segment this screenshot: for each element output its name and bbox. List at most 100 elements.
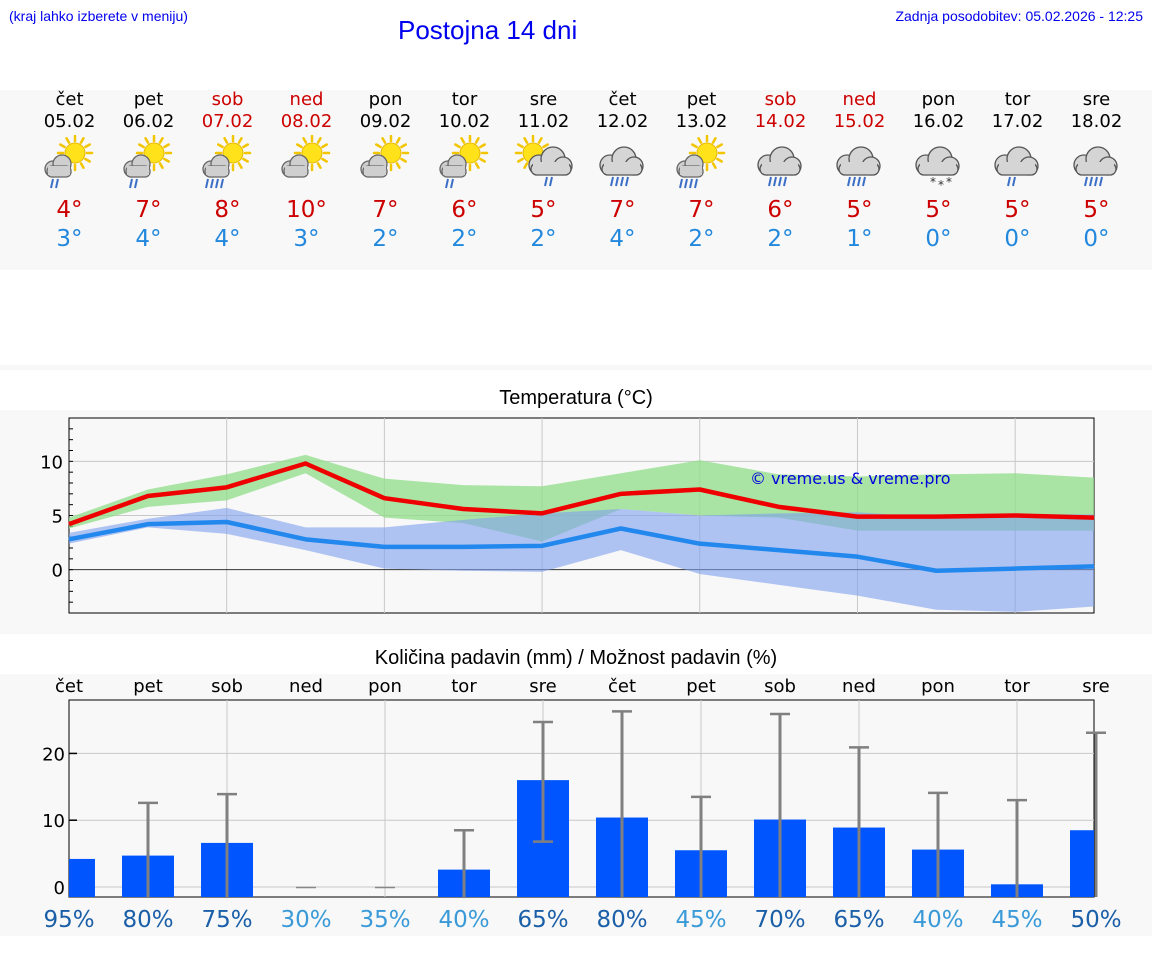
day-label: čet bbox=[608, 676, 636, 697]
day-header: pon 16.02 bbox=[899, 89, 978, 133]
watermark: © vreme.us & vreme.pro bbox=[750, 469, 951, 488]
day-header: čet 05.02 bbox=[30, 89, 109, 133]
day-name: tor bbox=[1004, 89, 1031, 110]
day-header: sre 11.02 bbox=[504, 89, 583, 133]
day-name: pet bbox=[686, 89, 717, 110]
precip-probability: 65% bbox=[517, 907, 568, 933]
svg-text:*: * bbox=[930, 175, 936, 189]
forecast-strip bbox=[0, 90, 1152, 270]
min-point bbox=[699, 543, 701, 545]
location-hint[interactable]: (kraj lahko izberete v meniju) bbox=[9, 8, 188, 24]
max-point bbox=[305, 463, 307, 464]
min-temperature: 2° bbox=[372, 226, 399, 252]
min-point bbox=[541, 545, 543, 547]
min-temperature: 3° bbox=[56, 226, 83, 252]
day-label: pon bbox=[921, 676, 955, 697]
day-label: ned bbox=[289, 676, 323, 697]
sun-cloud-icon bbox=[355, 134, 415, 195]
day-name: sre bbox=[1082, 89, 1111, 110]
max-temperature: 5° bbox=[530, 197, 557, 223]
max-temperature: 4° bbox=[56, 197, 83, 223]
day-label: sre bbox=[529, 676, 556, 697]
day-name: ned bbox=[842, 89, 877, 110]
day-label: pet bbox=[133, 676, 163, 697]
min-range-band bbox=[69, 507, 1094, 612]
precip-probability: 95% bbox=[43, 907, 94, 933]
day-label: pet bbox=[686, 676, 716, 697]
day-name: tor bbox=[451, 89, 478, 110]
y-tick-label: 10 bbox=[40, 452, 63, 473]
min-temperature: 0° bbox=[1004, 226, 1031, 252]
day-header: tor 17.02 bbox=[978, 89, 1057, 133]
day-header: čet 12.02 bbox=[583, 89, 662, 133]
day-date: 11.02 bbox=[517, 111, 570, 132]
day-header: ned 08.02 bbox=[267, 89, 346, 133]
min-point bbox=[147, 523, 149, 525]
day-header: ned 15.02 bbox=[820, 89, 899, 133]
y-tick-label: 0 bbox=[54, 878, 65, 899]
max-point bbox=[462, 508, 464, 510]
day-header: pet 13.02 bbox=[662, 89, 741, 133]
max-temperature: 5° bbox=[925, 197, 952, 223]
day-date: 14.02 bbox=[754, 111, 807, 132]
day-header: sre 18.02 bbox=[1057, 89, 1136, 133]
min-point bbox=[462, 546, 464, 548]
min-temperature: 4° bbox=[135, 226, 162, 252]
precipitation-chart: čet pet sob ned pon tor sre čet pet sob ned pon tor s… bbox=[42, 676, 1121, 933]
min-temperature-line bbox=[68, 519, 1095, 573]
min-temperature: 4° bbox=[214, 226, 241, 252]
min-point bbox=[620, 528, 622, 529]
sun-cloud-icon bbox=[276, 134, 336, 195]
min-point bbox=[778, 549, 780, 551]
min-temperature: 2° bbox=[451, 226, 478, 252]
svg-text:*: * bbox=[946, 175, 952, 189]
max-point bbox=[68, 523, 70, 525]
precip-probability: 45% bbox=[675, 907, 726, 933]
day-label: sob bbox=[211, 676, 243, 697]
day-date: 08.02 bbox=[280, 111, 333, 132]
max-temperature-line bbox=[68, 461, 1095, 527]
min-point bbox=[383, 546, 385, 548]
last-updated: Zadnja posodobitev: 05.02.2026 - 12:25 bbox=[895, 8, 1143, 24]
max-point bbox=[1093, 517, 1095, 519]
sun-cloud-rain-icon bbox=[39, 134, 99, 195]
temperature-chart-title: Temperatura (°C) bbox=[499, 387, 653, 409]
sun-cloud-heavy-rain-icon bbox=[671, 134, 731, 195]
max-temperature: 7° bbox=[372, 197, 399, 223]
precip-bar bbox=[69, 858, 95, 897]
y-tick-label: 20 bbox=[42, 744, 65, 765]
min-temperature: 4° bbox=[609, 226, 636, 252]
min-point bbox=[68, 538, 70, 540]
cloud-rain-icon bbox=[987, 135, 1047, 195]
max-temperature: 6° bbox=[451, 197, 478, 223]
min-temperature: 3° bbox=[293, 226, 320, 252]
max-temperature: 7° bbox=[688, 197, 715, 223]
day-name: pon bbox=[368, 89, 403, 110]
day-header: pet 06.02 bbox=[109, 89, 188, 133]
min-temperature: 0° bbox=[1083, 226, 1110, 252]
max-temperature: 7° bbox=[609, 197, 636, 223]
day-name: sob bbox=[211, 89, 244, 110]
svg-text:*: * bbox=[938, 178, 944, 192]
day-name: čet bbox=[55, 89, 84, 110]
sun-cloud-shower-icon bbox=[513, 134, 573, 195]
day-label: pon bbox=[368, 676, 402, 697]
cloud-heavy-rain-icon bbox=[592, 135, 652, 195]
day-date: 06.02 bbox=[122, 111, 175, 132]
day-header: sob 14.02 bbox=[741, 89, 820, 133]
max-temperature: 5° bbox=[846, 197, 873, 223]
day-label: tor bbox=[1004, 676, 1030, 697]
precip-probability: 75% bbox=[201, 907, 252, 933]
max-point bbox=[226, 486, 228, 488]
day-label: tor bbox=[451, 676, 477, 697]
max-temperature: 5° bbox=[1083, 197, 1110, 223]
day-date: 07.02 bbox=[201, 111, 254, 132]
day-date: 10.02 bbox=[438, 111, 491, 132]
day-label: sre bbox=[1082, 676, 1109, 697]
precip-probability: 65% bbox=[833, 907, 884, 933]
min-temperature: 2° bbox=[767, 226, 794, 252]
min-point bbox=[226, 521, 228, 523]
min-point bbox=[935, 570, 937, 572]
day-header: sob 07.02 bbox=[188, 89, 267, 133]
day-date: 09.02 bbox=[359, 111, 412, 132]
